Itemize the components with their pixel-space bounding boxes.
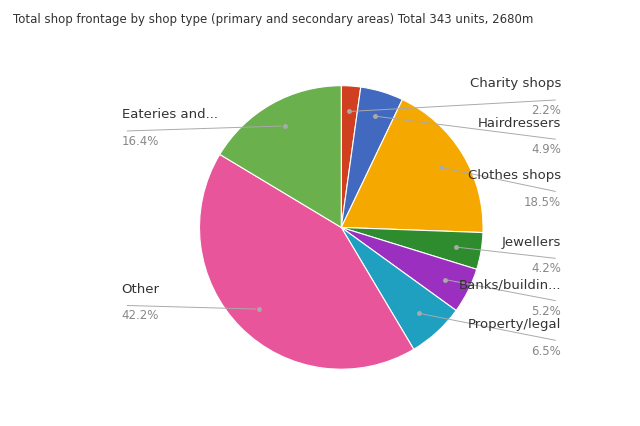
Text: Charity shops: Charity shops [470,77,561,90]
Text: Hairdressers: Hairdressers [477,117,561,130]
Text: Total shop frontage by shop type (primary and secondary areas) Total 343 units, : Total shop frontage by shop type (primar… [13,13,533,26]
Wedge shape [341,100,483,233]
Text: 2.2%: 2.2% [531,104,561,116]
Text: 42.2%: 42.2% [122,308,159,322]
Wedge shape [200,155,413,369]
Text: Jewellers: Jewellers [502,236,561,248]
Wedge shape [341,228,483,270]
Text: 4.9%: 4.9% [531,143,561,156]
Text: 18.5%: 18.5% [524,196,561,208]
Text: 6.5%: 6.5% [531,344,561,357]
Wedge shape [220,86,341,228]
Text: Banks/buildin...: Banks/buildin... [458,278,561,291]
Text: 16.4%: 16.4% [122,135,159,147]
Text: 4.2%: 4.2% [531,262,561,275]
Text: Property/legal: Property/legal [468,317,561,331]
Text: 5.2%: 5.2% [531,304,561,317]
Wedge shape [341,88,403,228]
Text: Other: Other [122,282,159,295]
Text: Eateries and...: Eateries and... [122,108,218,121]
Wedge shape [341,86,361,228]
Text: Clothes shops: Clothes shops [468,169,561,182]
Wedge shape [341,228,477,311]
Wedge shape [341,228,456,349]
